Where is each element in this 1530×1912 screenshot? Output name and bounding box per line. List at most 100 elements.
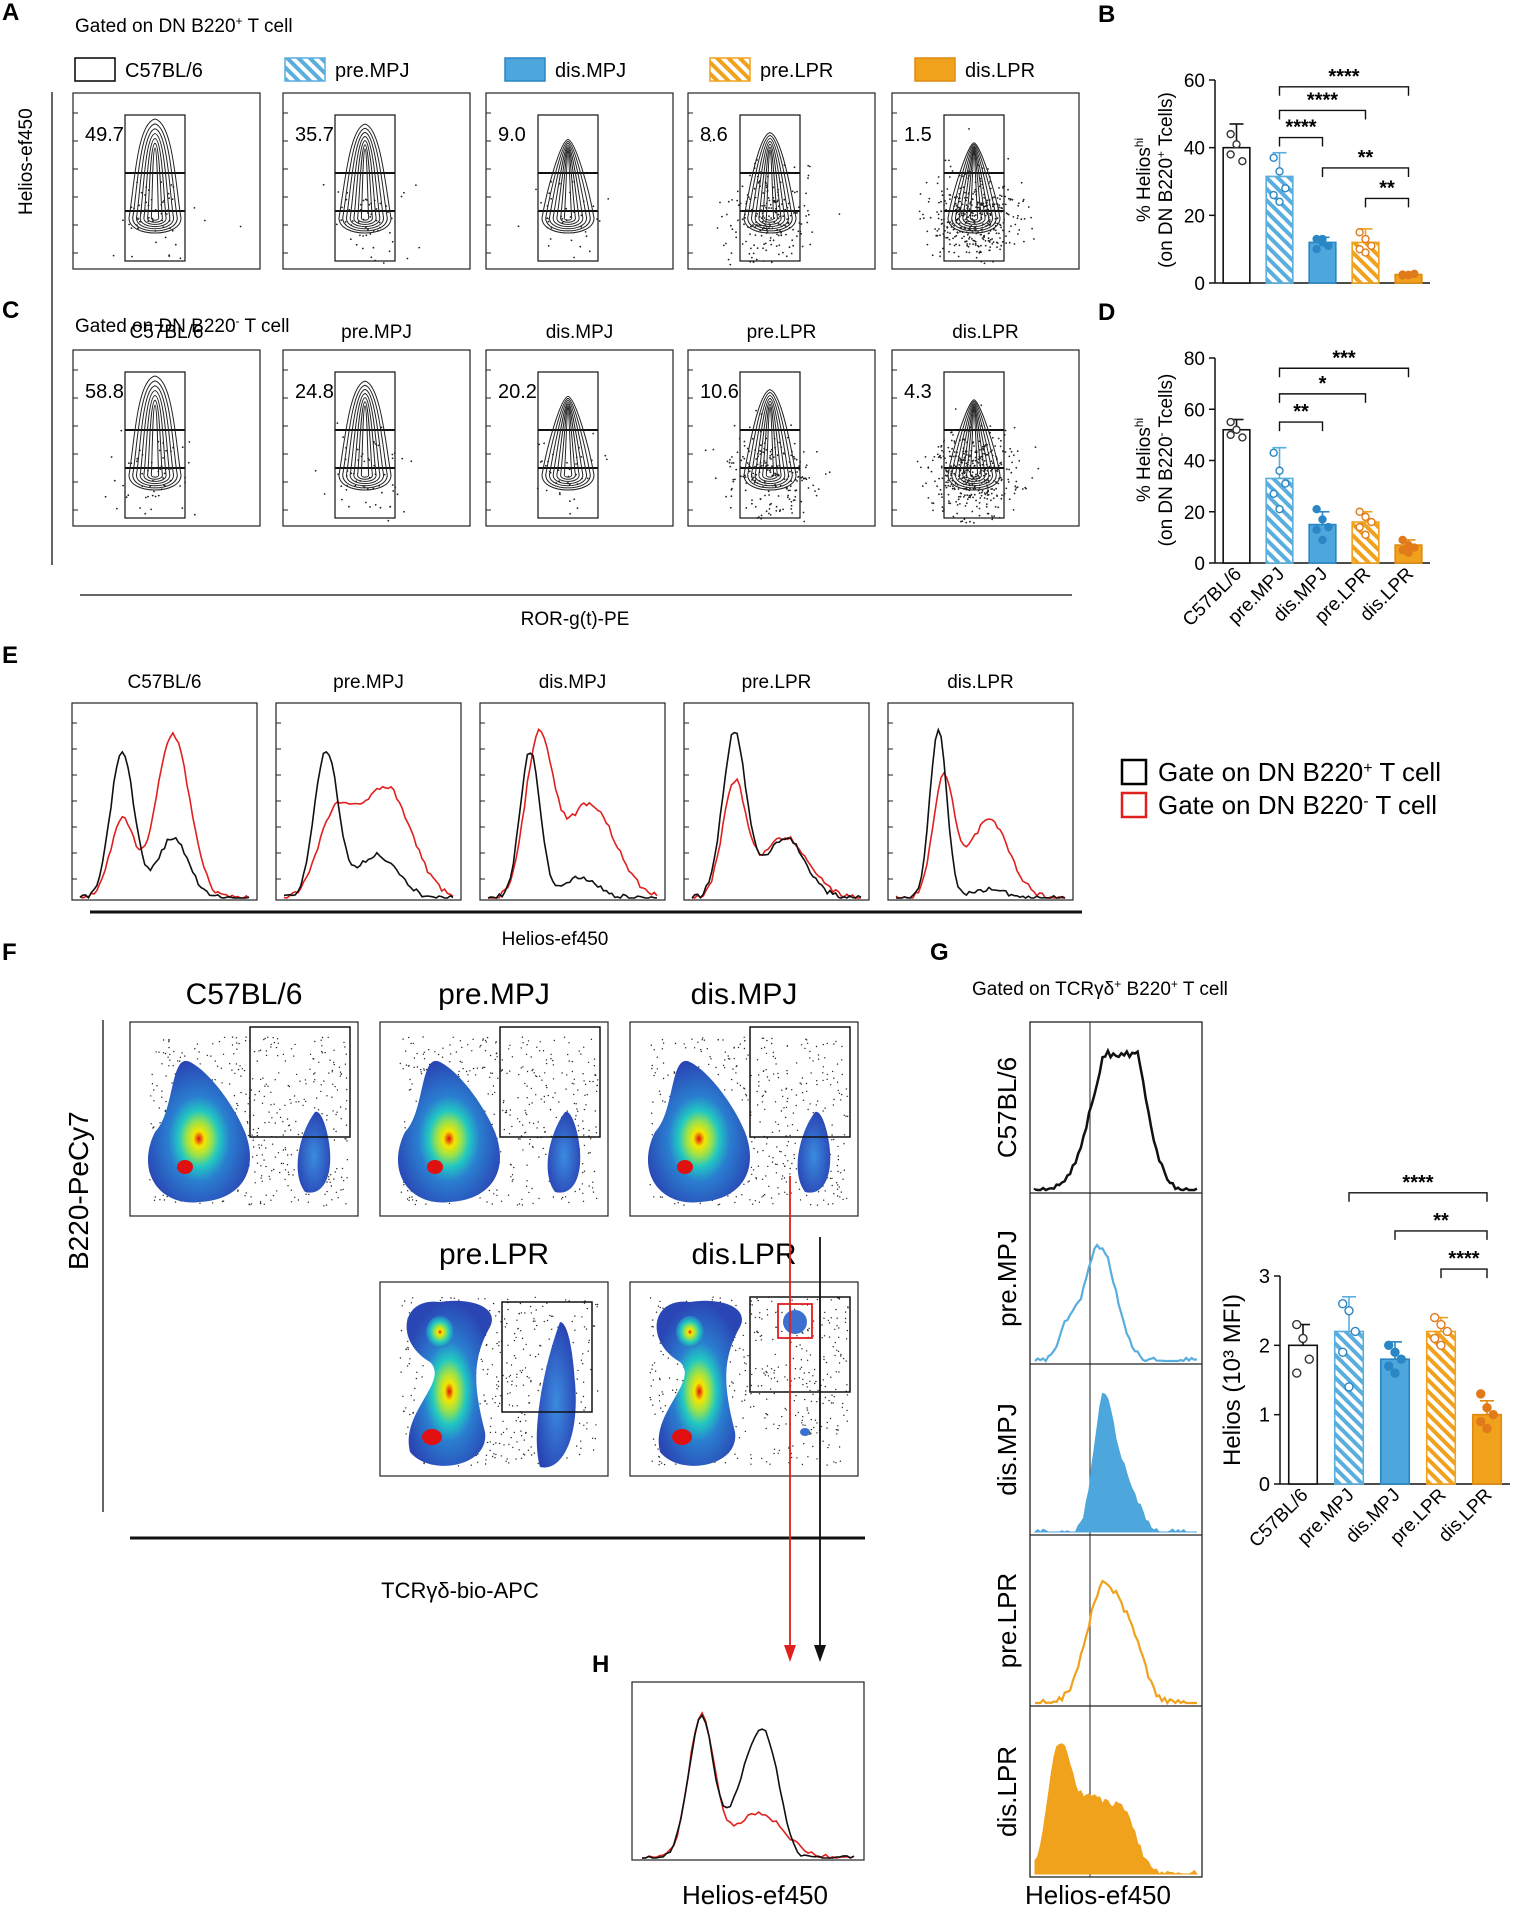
event-dot: [562, 1196, 564, 1199]
event-dot: [781, 1175, 784, 1177]
data-point-pre-lpr: [1367, 517, 1376, 527]
data-point-pre-lpr: [1436, 1319, 1446, 1330]
event-dot: [549, 1108, 552, 1111]
data-point-pre-mpj: [1281, 479, 1290, 488]
event-dot: [593, 1325, 596, 1327]
contour-line: [966, 406, 982, 480]
event-dot: [576, 1108, 578, 1110]
event-dot: [761, 1178, 764, 1181]
event-dot: [314, 1072, 316, 1074]
event-dot: [727, 258, 730, 261]
event-dot: [297, 1199, 300, 1201]
event-dot: [769, 469, 771, 472]
event-dot: [518, 1312, 520, 1315]
event-dot: [403, 510, 405, 513]
event-dot: [343, 1180, 345, 1182]
event-dot: [284, 1178, 286, 1181]
event-dot: [984, 493, 987, 496]
event-dot: [998, 206, 1000, 209]
event-dot: [265, 1165, 267, 1168]
event-dot: [790, 508, 793, 510]
density-peak: [427, 1160, 443, 1174]
event-dot: [326, 1181, 328, 1183]
event-dot: [806, 221, 809, 224]
event-dot: [534, 1075, 537, 1077]
event-dot: [772, 1055, 775, 1058]
event-dot: [940, 456, 942, 459]
event-dot: [822, 1379, 824, 1381]
event-dot: [549, 1314, 551, 1317]
event-dot: [545, 1059, 548, 1061]
event-dot: [543, 1095, 545, 1098]
event-dot: [946, 226, 949, 229]
event-dot: [402, 1038, 404, 1040]
event-dot: [736, 199, 739, 202]
event-dot: [1023, 240, 1025, 243]
event-dot: [459, 1040, 462, 1042]
event-dot: [782, 508, 784, 511]
event-dot: [582, 1171, 584, 1174]
event-dot: [400, 1371, 402, 1373]
event-dot: [179, 485, 182, 487]
event-dot: [330, 1174, 332, 1176]
event-dot: [517, 1138, 520, 1140]
event-dot: [986, 491, 988, 494]
density-peak: [177, 1160, 193, 1174]
event-dot: [346, 1100, 348, 1102]
event-dot: [973, 493, 976, 496]
event-dot: [966, 498, 969, 501]
event-dot: [936, 182, 939, 185]
event-dot: [778, 1193, 780, 1195]
event-dot: [1007, 188, 1009, 191]
panel-e-xlabel: Helios-ef450: [502, 929, 609, 950]
event-dot: [346, 1140, 348, 1142]
event-dot: [806, 1042, 809, 1045]
event-dot: [401, 1305, 403, 1307]
event-dot: [477, 1461, 479, 1464]
event-dot: [817, 1054, 820, 1056]
event-dot: [1014, 223, 1017, 226]
event-dot: [489, 1309, 491, 1312]
event-dot: [733, 424, 736, 427]
event-dot: [840, 1099, 842, 1101]
event-dot: [835, 1040, 837, 1043]
density-peak: [422, 1429, 442, 1445]
event-dot: [951, 447, 953, 450]
event-dot: [596, 1303, 599, 1306]
event-dot: [750, 1166, 753, 1169]
event-dot: [258, 1090, 261, 1093]
event-dot: [770, 261, 773, 264]
event-dot: [837, 1145, 839, 1148]
panel-c-title-dis-lpr: dis.LPR: [952, 322, 1019, 343]
event-dot: [978, 492, 981, 494]
event-dot: [951, 223, 954, 225]
event-dot: [837, 1184, 839, 1186]
event-dot: [773, 1369, 776, 1372]
contour-line: [754, 140, 786, 228]
legend-label-dis-lpr: dis.LPR: [965, 60, 1035, 82]
event-dot: [1007, 478, 1010, 481]
event-dot: [127, 462, 130, 465]
data-point-dis-mpj: [1318, 515, 1327, 524]
event-dot: [698, 1066, 700, 1068]
event-dot: [512, 1446, 514, 1449]
event-dot: [288, 1085, 290, 1088]
event-dot: [130, 227, 133, 230]
event-dot: [971, 214, 974, 217]
event-dot: [660, 1407, 662, 1409]
event-dot: [331, 1096, 333, 1098]
event-dot: [775, 505, 778, 508]
data-point-pre-mpj: [1269, 448, 1278, 458]
event-dot: [752, 261, 755, 264]
event-dot: [775, 1063, 777, 1065]
event-dot: [149, 1179, 151, 1181]
event-dot: [525, 1112, 527, 1114]
significance-bracket: [1278, 393, 1367, 403]
event-dot: [153, 1100, 155, 1102]
event-dot: [787, 202, 790, 205]
event-dot: [740, 459, 743, 462]
event-dot: [649, 1372, 652, 1374]
event-dot: [837, 1089, 839, 1092]
event-dot: [391, 457, 394, 460]
y-tick-label: 60: [1184, 71, 1205, 92]
